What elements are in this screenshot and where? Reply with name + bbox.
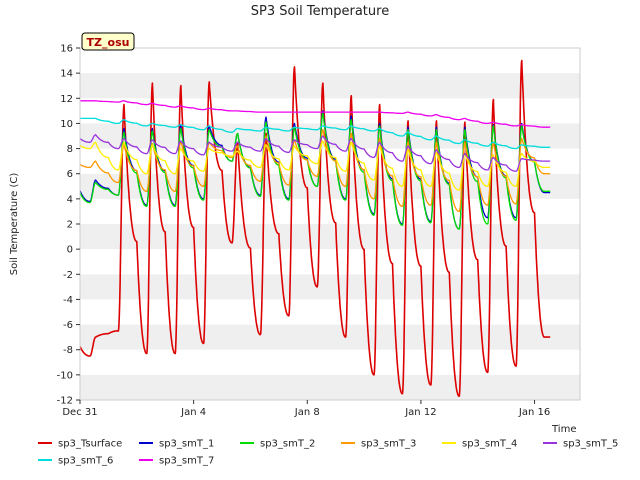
legend-label: sp3_smT_3 [361, 439, 416, 450]
grid-band [80, 274, 580, 300]
y-tick-label: 14 [60, 69, 73, 80]
x-axis-title: Time [551, 424, 576, 435]
legend-label: sp3_smT_4 [462, 439, 517, 450]
y-tick-label: -4 [63, 295, 73, 306]
y-tick-label: -6 [63, 320, 73, 331]
grid-band [80, 299, 580, 325]
grid-band [80, 374, 580, 400]
y-tick-label: 10 [60, 119, 73, 130]
legend-label: sp3_smT_2 [260, 439, 315, 450]
axes: -12 -10 -8 -6 -4 -2 0 2 4 6 8 10 12 14 16 Dec 31 Jan 4 Ja… [57, 44, 581, 418]
series-line-sp3_smT_3 [79, 129, 551, 213]
series-layer [79, 59, 551, 398]
chart-title: SP3 Soil Temperature [251, 4, 389, 19]
grid-band [80, 349, 580, 375]
series-line-sp3_smT_5 [79, 134, 551, 172]
y-tick-label: -10 [57, 370, 73, 381]
grid-band [80, 98, 580, 124]
series-line-sp3_smT_4 [79, 140, 551, 191]
legend: sp3_Tsurface sp3_smT_1 sp3_smT_2 sp3_smT_3 s… [38, 439, 618, 467]
site-badge: TZ_osu [81, 32, 135, 51]
legend-label: sp3_smT_7 [159, 456, 214, 467]
y-tick-label: 2 [67, 220, 73, 231]
y-tick-label: 4 [67, 194, 73, 205]
legend-label: sp3_smT_1 [159, 439, 214, 450]
y-tick-label: -2 [63, 270, 73, 281]
x-tick-label: Jan 16 [518, 407, 550, 418]
legend-label: sp3_Tsurface [58, 439, 122, 450]
site-badge-label: TZ_osu [87, 36, 130, 49]
series-line-sp3_Tsurface [79, 59, 551, 398]
x-tick-label: Jan 8 [294, 407, 320, 418]
x-tick-label: Jan 4 [180, 407, 206, 418]
plot-background [80, 48, 580, 400]
y-tick-label: 8 [67, 144, 73, 155]
grid-band [80, 48, 580, 74]
y-tick-label: 16 [60, 44, 73, 55]
legend-label: sp3_smT_5 [563, 439, 618, 450]
y-tick-label: 6 [67, 169, 73, 180]
series-line-sp3_smT_6 [79, 117, 551, 150]
y-tick-label: 0 [67, 245, 73, 256]
grid-band [80, 249, 580, 275]
site-badge-box [81, 32, 135, 51]
grid-band [80, 73, 580, 99]
x-tick-label: Dec 31 [62, 407, 97, 418]
y-axis-title: Soil Temperature (C) [9, 173, 20, 276]
y-tick-label: -8 [63, 345, 73, 356]
legend-label: sp3_smT_6 [58, 456, 113, 467]
series-line-sp3_smT_7 [79, 100, 551, 128]
y-tick-label: -12 [57, 396, 73, 407]
y-tick-label: 12 [60, 94, 73, 105]
x-tick-label: Jan 12 [404, 407, 436, 418]
grid-band [80, 324, 580, 350]
